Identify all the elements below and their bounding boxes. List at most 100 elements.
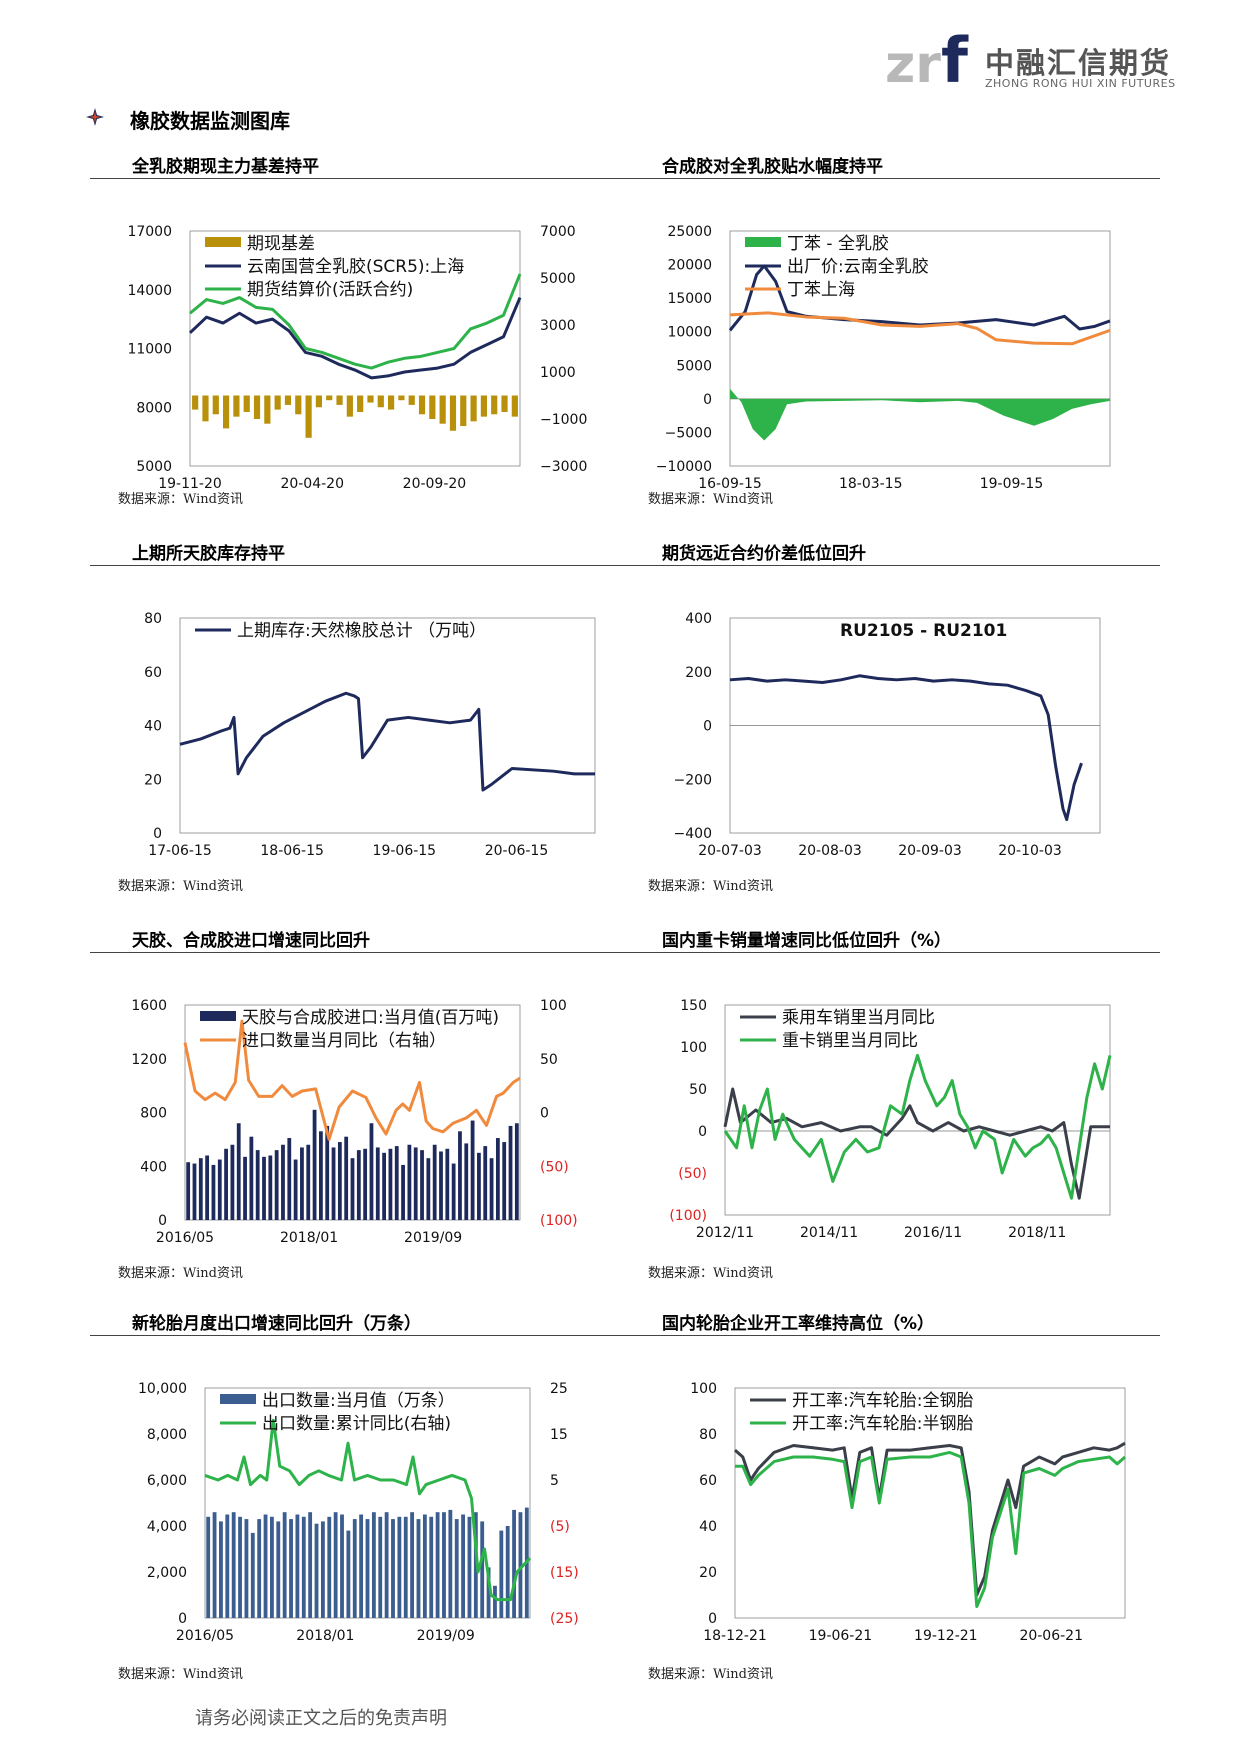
y-tick-label: −200: [674, 772, 712, 788]
bar: [192, 395, 199, 410]
x-tick-label: 20-06-15: [485, 843, 549, 859]
bar: [211, 1164, 216, 1220]
line-series: [735, 1450, 1126, 1608]
bar: [289, 1519, 293, 1618]
line-series: [728, 264, 1111, 332]
y-tick-label: 60: [144, 665, 162, 681]
chart-title: 国内重卡销量增速同比低位回升（%）: [662, 931, 952, 951]
bar: [212, 395, 219, 415]
bar: [293, 1159, 298, 1220]
y-tick-label: −400: [674, 826, 712, 842]
y-tick-label: 15000: [667, 291, 712, 307]
bar: [442, 1512, 446, 1618]
y-right-tick-label: −3000: [540, 459, 587, 475]
line-series: [729, 674, 1083, 822]
bar: [422, 1514, 427, 1618]
legend-swatch: [205, 237, 241, 247]
chart-3: 80 60 40 20 0 17-06-15 18-06-15 19-06-15 20-06-1…: [90, 565, 630, 885]
bar: [398, 395, 405, 401]
bar: [365, 1519, 370, 1618]
x-tick-label: 20-07-03: [698, 843, 762, 859]
bar: [231, 1512, 236, 1618]
bar: [202, 395, 209, 422]
data-source-note: 数据来源：Wind资讯: [118, 879, 243, 894]
bar: [505, 1526, 510, 1618]
x-tick-label: 18-03-15: [839, 476, 903, 492]
bar: [357, 395, 364, 412]
bar: [377, 395, 384, 408]
bar: [416, 1519, 421, 1618]
legend-swatch: [745, 237, 781, 247]
y-right-tick-label: 100: [540, 998, 567, 1014]
bar: [186, 1162, 191, 1220]
y-tick-label: −5000: [665, 425, 712, 441]
legend-label: 丁苯上海: [787, 280, 855, 300]
y-right-tick-label: (25): [550, 1611, 579, 1627]
y-tick-label: 50: [689, 1082, 707, 1098]
chart-title: 合成胶对全乳胶贴水幅度持平: [662, 157, 883, 177]
bar: [320, 1521, 325, 1618]
y-tick-label: 0: [703, 719, 712, 735]
bar: [344, 1136, 349, 1220]
x-tick-label: 17-06-15: [148, 843, 212, 859]
bar: [274, 1150, 279, 1220]
legend-label: 开工率:汽车轮胎:全钢胎: [792, 1391, 973, 1411]
chart-svg: 17000 14000 11000 8000 5000 7000 5000 3000 1000 −…: [127, 224, 587, 492]
x-tick-label: 18-12-21: [703, 1628, 767, 1644]
plot-frame: [734, 1387, 1126, 1619]
legend-label: 出厂价:云南全乳胶: [787, 257, 929, 277]
line-series: [734, 1441, 1126, 1597]
bar: [470, 1120, 475, 1220]
bar: [198, 1158, 203, 1220]
bar: [388, 395, 395, 410]
bar: [276, 1521, 281, 1618]
y-tick-label: 0: [178, 1611, 187, 1627]
bar: [502, 1142, 507, 1220]
bar: [464, 1143, 469, 1220]
y-tick-label: 400: [685, 611, 712, 627]
logo-english-name: ZHONG RONG HUI XIN FUTURES: [985, 77, 1176, 90]
x-tick-label: 19-11-20: [158, 476, 222, 492]
bar: [426, 1158, 431, 1220]
bar: [337, 1142, 342, 1220]
bar: [461, 1514, 465, 1618]
y-tick-label: 800: [140, 1106, 167, 1122]
y-right-tick-label: (15): [550, 1565, 579, 1581]
svg-text:zr: zr: [885, 35, 941, 92]
y-right-tick-label: (5): [550, 1519, 570, 1535]
x-tick-label: 19-09-15: [980, 476, 1044, 492]
legend-swatch: [220, 1394, 256, 1404]
section-bullet-icon: [86, 108, 104, 126]
bar: [493, 1585, 497, 1618]
bar: [486, 1567, 491, 1618]
y-tick-label: 25000: [667, 224, 712, 240]
bar: [382, 1152, 386, 1220]
plot-frame: [724, 1004, 1111, 1216]
logo-chinese-name: 中融汇信期货: [985, 46, 1172, 80]
bar: [480, 395, 487, 417]
bar: [233, 395, 240, 417]
bar: [268, 1155, 273, 1220]
y-tick-label: 20: [699, 1565, 717, 1581]
bar: [206, 1516, 211, 1618]
bar: [420, 1150, 424, 1220]
title-rule: [90, 565, 620, 566]
chart-svg: 10,000 8,000 6,000 4,000 2,000 0 25 15 5 (5) (15) (…: [138, 1381, 579, 1644]
chart-title: 天胶、合成胶进口增速同比回升: [132, 931, 370, 951]
y-right-tick-label: 3000: [540, 318, 576, 334]
y-right-tick-label: (50): [540, 1159, 569, 1175]
title-rule: [90, 952, 620, 953]
legend-label: RU2105 - RU2101: [840, 621, 1007, 641]
y-tick-label: 5000: [676, 358, 712, 374]
y-tick-label: 10000: [667, 325, 712, 341]
bar: [499, 1530, 504, 1618]
legend-label: 天胶与合成胶进口:当月值(百万吨): [242, 1008, 499, 1028]
bar: [225, 1514, 230, 1618]
bar: [371, 1512, 376, 1618]
bar: [367, 395, 374, 403]
bar: [340, 1514, 344, 1618]
bar: [205, 1155, 210, 1220]
line-series: [188, 297, 522, 380]
bar: [249, 1136, 254, 1220]
title-rule: [620, 565, 1160, 566]
